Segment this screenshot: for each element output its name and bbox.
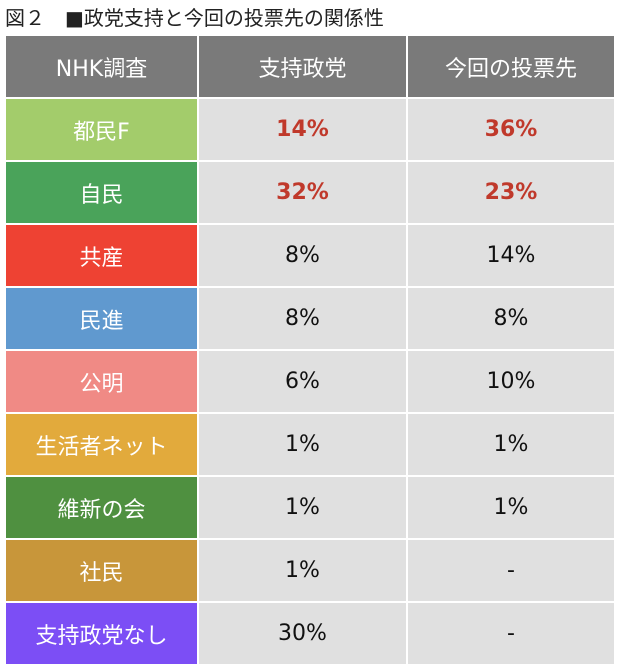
- figure-title: 図２ ■政党支持と今回の投票先の関係性: [5, 6, 384, 30]
- support-value-cell: 1%: [199, 477, 406, 538]
- party-label-cell: 社民: [6, 540, 197, 601]
- vote-value-cell: 36%: [408, 99, 614, 160]
- party-label-cell: 共産: [6, 225, 197, 286]
- vote-value-cell: -: [408, 540, 614, 601]
- party-label-cell: 自民: [6, 162, 197, 223]
- support-value-cell: 30%: [199, 603, 406, 664]
- header-party-support: 支持政党: [199, 36, 406, 97]
- party-label-cell: 都民F: [6, 99, 197, 160]
- vote-value-cell: 14%: [408, 225, 614, 286]
- vote-value-cell: -: [408, 603, 614, 664]
- support-value-cell: 8%: [199, 288, 406, 349]
- vote-value-cell: 23%: [408, 162, 614, 223]
- support-value-cell: 6%: [199, 351, 406, 412]
- support-value-cell: 32%: [199, 162, 406, 223]
- data-table: NHK調査 支持政党 今回の投票先 都民F 14% 36% 自民 32% 23% 共産 8% 1…: [6, 36, 614, 664]
- support-value-cell: 8%: [199, 225, 406, 286]
- vote-value-cell: 1%: [408, 477, 614, 538]
- vote-value-cell: 1%: [408, 414, 614, 475]
- header-vote-destination: 今回の投票先: [408, 36, 614, 97]
- vote-value-cell: 10%: [408, 351, 614, 412]
- party-label-cell: 維新の会: [6, 477, 197, 538]
- vote-value-cell: 8%: [408, 288, 614, 349]
- party-label-cell: 民進: [6, 288, 197, 349]
- support-value-cell: 1%: [199, 540, 406, 601]
- support-value-cell: 14%: [199, 99, 406, 160]
- party-label-cell: 支持政党なし: [6, 603, 197, 664]
- party-label-cell: 公明: [6, 351, 197, 412]
- support-value-cell: 1%: [199, 414, 406, 475]
- party-label-cell: 生活者ネット: [6, 414, 197, 475]
- header-survey: NHK調査: [6, 36, 197, 97]
